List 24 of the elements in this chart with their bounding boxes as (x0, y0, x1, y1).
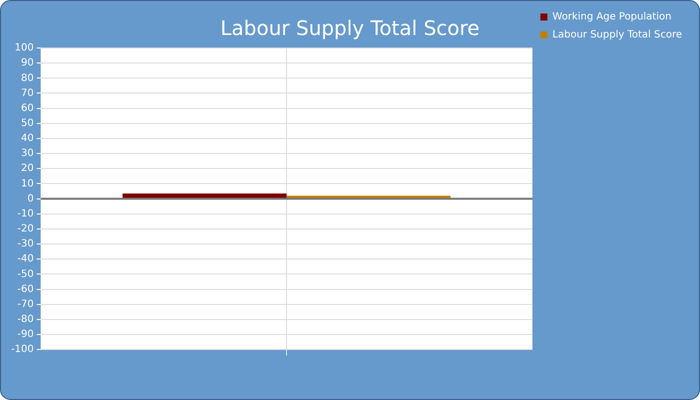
y-tick-label: -40 (17, 254, 34, 265)
y-tick-label: -50 (17, 268, 34, 280)
y-tick-label: 80 (20, 72, 34, 84)
y-tick-label: -30 (17, 238, 34, 250)
chart-title: Labour Supply Total Score (220, 16, 480, 40)
y-tick-label: 70 (20, 88, 34, 99)
y-tick-label: -80 (17, 314, 34, 326)
y-tick-label: -10 (17, 208, 34, 220)
y-tick-label: 30 (20, 148, 34, 160)
y-tick-label: -90 (17, 329, 34, 340)
y-tick-label: -70 (17, 298, 34, 310)
y-tick-label: -100 (10, 344, 34, 356)
y-tick-label: 100 (14, 42, 34, 54)
y-tick-label: 20 (20, 163, 34, 174)
y-tick-label: 90 (20, 58, 34, 69)
legend-label: Labour Supply Total Score (552, 30, 682, 41)
y-tick-label: 10 (20, 178, 34, 190)
y-tick-label: 40 (20, 133, 34, 144)
y-tick-label: -60 (17, 284, 34, 295)
legend-label: Working Age Population (552, 12, 672, 23)
y-tick-label: -20 (17, 224, 34, 235)
y-tick-label: 50 (20, 118, 34, 129)
y-tick-label: 0 (27, 193, 34, 204)
y-tick-label: 60 (20, 102, 34, 114)
